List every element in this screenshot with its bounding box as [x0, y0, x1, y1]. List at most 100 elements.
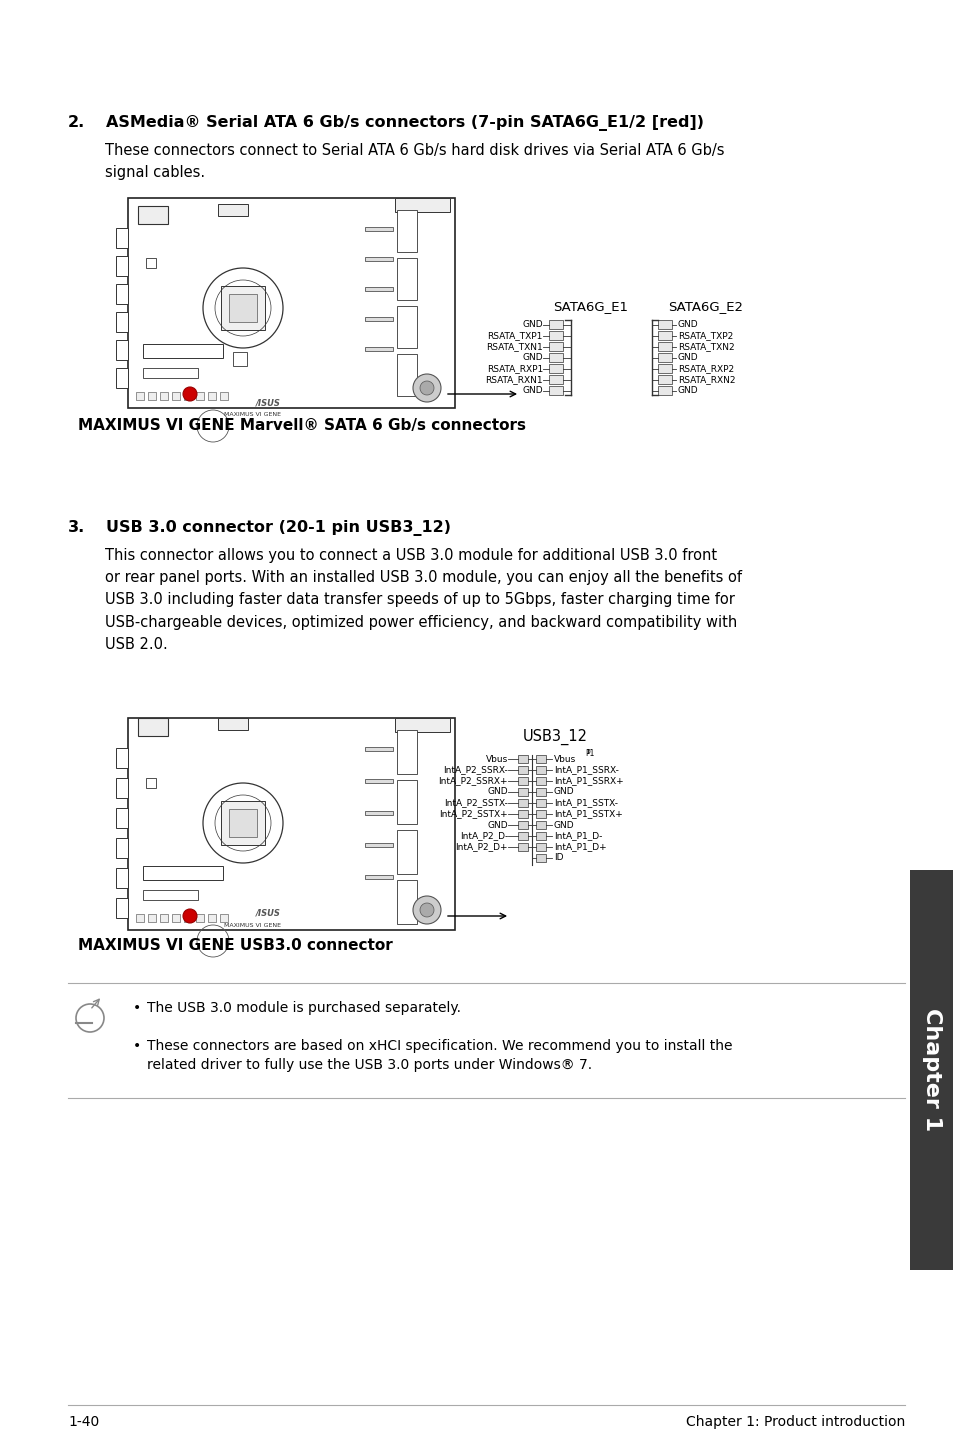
- Bar: [365, 257, 393, 262]
- Bar: [548, 385, 562, 395]
- Bar: [128, 198, 455, 408]
- Bar: [536, 755, 545, 764]
- Bar: [184, 915, 192, 922]
- Circle shape: [413, 896, 440, 925]
- Bar: [658, 375, 671, 384]
- Text: Vbus: Vbus: [485, 755, 507, 764]
- Bar: [517, 800, 527, 807]
- Bar: [116, 778, 128, 798]
- Bar: [396, 830, 416, 874]
- Bar: [221, 286, 265, 329]
- Bar: [116, 748, 128, 768]
- Bar: [548, 352, 562, 362]
- Text: IntA_P2_SSRX-: IntA_P2_SSRX-: [443, 765, 507, 775]
- Bar: [536, 788, 545, 797]
- Bar: [517, 810, 527, 818]
- Text: IntA_P2_SSTX-: IntA_P2_SSTX-: [444, 798, 507, 808]
- Bar: [116, 897, 128, 917]
- Bar: [365, 347, 393, 351]
- Bar: [517, 766, 527, 774]
- Bar: [396, 880, 416, 925]
- Bar: [658, 364, 671, 372]
- Bar: [658, 331, 671, 339]
- Bar: [658, 385, 671, 395]
- Text: SATA6G_E1: SATA6G_E1: [553, 301, 627, 313]
- Bar: [143, 344, 223, 358]
- Bar: [396, 731, 416, 774]
- Bar: [146, 778, 156, 788]
- Bar: [658, 352, 671, 362]
- Bar: [536, 810, 545, 818]
- Bar: [195, 915, 204, 922]
- Bar: [909, 870, 953, 1270]
- Text: This connector allows you to connect a USB 3.0 module for additional USB 3.0 fro: This connector allows you to connect a U…: [105, 548, 741, 651]
- Text: GND: GND: [678, 321, 698, 329]
- Bar: [365, 288, 393, 290]
- Bar: [536, 777, 545, 785]
- Bar: [536, 843, 545, 851]
- Text: IntA_P1_D-: IntA_P1_D-: [554, 831, 601, 840]
- Text: IntA_P1_SSRX-: IntA_P1_SSRX-: [554, 765, 618, 775]
- Bar: [395, 198, 450, 211]
- Circle shape: [413, 374, 440, 403]
- Text: RSATA_RXP1: RSATA_RXP1: [486, 364, 542, 372]
- Text: Chapter 1: Product introduction: Chapter 1: Product introduction: [685, 1415, 904, 1429]
- Bar: [128, 718, 455, 930]
- Text: IntA_P1_D+: IntA_P1_D+: [554, 843, 606, 851]
- Text: USB3_12: USB3_12: [522, 729, 587, 745]
- Bar: [143, 368, 198, 378]
- Text: IntA_P2_D-: IntA_P2_D-: [459, 831, 507, 840]
- Text: These connectors are based on xHCI specification. We recommend you to install th: These connectors are based on xHCI speci…: [147, 1040, 732, 1073]
- Text: •: •: [132, 1040, 141, 1053]
- Bar: [365, 874, 393, 879]
- Text: IntA_P1_SSTX-: IntA_P1_SSTX-: [554, 798, 618, 808]
- Text: RSATA_TXP1: RSATA_TXP1: [487, 331, 542, 339]
- Bar: [184, 393, 192, 400]
- Bar: [233, 352, 247, 367]
- Bar: [396, 257, 416, 301]
- Text: These connectors connect to Serial ATA 6 Gb/s hard disk drives via Serial ATA 6 : These connectors connect to Serial ATA 6…: [105, 142, 723, 180]
- Bar: [160, 915, 168, 922]
- Text: MAXIMUS VI GENE: MAXIMUS VI GENE: [224, 923, 281, 928]
- Bar: [195, 393, 204, 400]
- Bar: [396, 210, 416, 252]
- Bar: [116, 229, 128, 247]
- Bar: [116, 312, 128, 332]
- Bar: [143, 890, 198, 900]
- Bar: [658, 321, 671, 329]
- Bar: [229, 293, 256, 322]
- Bar: [116, 256, 128, 276]
- Bar: [221, 801, 265, 846]
- Bar: [536, 833, 545, 840]
- Bar: [116, 869, 128, 889]
- Bar: [395, 718, 450, 732]
- Bar: [146, 257, 156, 267]
- Bar: [548, 321, 562, 329]
- Bar: [396, 354, 416, 395]
- Bar: [138, 718, 168, 736]
- Text: GND: GND: [522, 352, 542, 362]
- Bar: [116, 808, 128, 828]
- Text: GND: GND: [554, 821, 574, 830]
- Bar: [517, 755, 527, 764]
- Text: GND: GND: [522, 321, 542, 329]
- Text: RSATA_TXP2: RSATA_TXP2: [678, 331, 733, 339]
- Text: SATA6G_E2: SATA6G_E2: [667, 301, 742, 313]
- Bar: [365, 843, 393, 847]
- Bar: [148, 393, 156, 400]
- Bar: [536, 766, 545, 774]
- Bar: [136, 915, 144, 922]
- Bar: [548, 331, 562, 339]
- Text: MAXIMUS VI GENE: MAXIMUS VI GENE: [224, 413, 281, 417]
- Text: GND: GND: [678, 352, 698, 362]
- Bar: [365, 746, 393, 751]
- Bar: [116, 838, 128, 858]
- Bar: [396, 779, 416, 824]
- Bar: [517, 788, 527, 797]
- Circle shape: [183, 387, 196, 401]
- Text: •: •: [132, 1001, 141, 1015]
- Bar: [536, 800, 545, 807]
- Text: Vbus: Vbus: [554, 755, 576, 764]
- Text: RSATA_TXN1: RSATA_TXN1: [486, 342, 542, 351]
- Text: RSATA_RXN1: RSATA_RXN1: [485, 375, 542, 384]
